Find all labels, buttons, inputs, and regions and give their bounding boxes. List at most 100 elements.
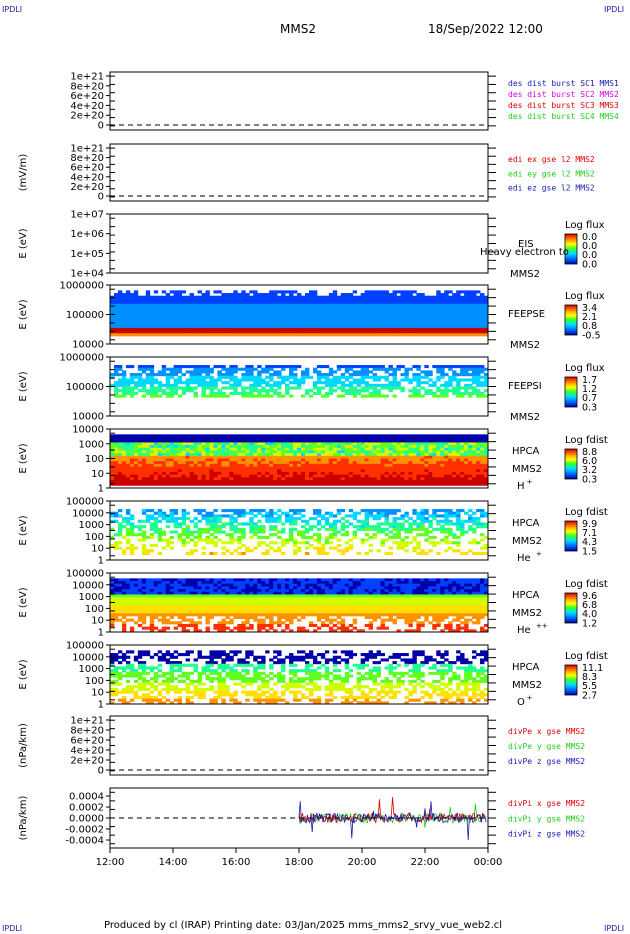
spectrogram-cell: [133, 479, 139, 484]
spectrogram-cell: [472, 370, 477, 374]
spectrogram-cell: [289, 325, 294, 329]
legend-entry: des dist burst SC4 MMS4: [508, 112, 619, 121]
spectrogram-cell: [428, 450, 433, 454]
spectrogram-cell: [133, 293, 139, 297]
spectrogram-cell: [324, 303, 330, 307]
spectrogram-cell: [416, 463, 421, 467]
spectrogram-cell: [261, 330, 266, 334]
spectrogram-cell: [332, 327, 338, 331]
spectrogram-cell: [249, 322, 254, 326]
spectrogram-cell: [129, 325, 135, 329]
spectrogram-cell: [213, 519, 218, 523]
spectrogram-cell: [468, 314, 473, 318]
spectrogram-cell: [125, 527, 131, 531]
spectrogram-cell: [308, 525, 314, 529]
spectrogram-cell: [293, 543, 298, 547]
spectrogram-cell: [356, 474, 362, 478]
spectrogram-cell: [161, 301, 167, 305]
spectrogram-cell: [293, 519, 298, 523]
spectrogram-cell: [476, 477, 481, 481]
spectrogram-cell: [312, 538, 318, 542]
spectrogram-cell: [125, 458, 131, 462]
spectrogram-cell: [181, 391, 186, 395]
spectrogram-cell: [320, 479, 326, 484]
spectrogram-cell: [456, 314, 461, 318]
spectrogram-cell: [157, 370, 163, 374]
spectrogram-cell: [412, 319, 417, 323]
spectrogram-cell: [480, 461, 485, 465]
spectrogram-cell: [285, 541, 290, 545]
spectrogram-cell: [396, 525, 401, 529]
spectrogram-cell: [297, 306, 302, 310]
spectrogram-cell: [440, 461, 445, 465]
spectrogram-cell: [229, 541, 234, 545]
spectrogram-cell: [161, 325, 167, 329]
spectrogram-cell: [229, 461, 234, 465]
spectrogram-cell: [364, 453, 370, 457]
spectrogram-cell: [289, 303, 294, 307]
spectrogram-cell: [241, 514, 246, 518]
spectrogram-cell: [384, 290, 389, 294]
spectrogram-cell: [372, 378, 377, 382]
spectrogram-cell: [181, 519, 186, 523]
spectrogram-cell: [436, 447, 441, 451]
spectrogram-cell: [428, 447, 433, 451]
spectrogram-cell: [308, 527, 314, 531]
spectrogram-cell: [308, 437, 314, 441]
spectrogram-cell: [352, 434, 358, 438]
spectrogram-cell: [396, 298, 401, 302]
spectrogram-cell: [464, 309, 469, 313]
spectrogram-cell: [157, 311, 163, 315]
spectrogram-cell: [332, 535, 338, 539]
spectrogram-cell: [368, 365, 374, 369]
spectrogram-cell: [332, 333, 338, 337]
spectrogram-cell: [356, 442, 362, 446]
spectrogram-cell: [129, 314, 135, 318]
spectrogram-cell: [424, 463, 429, 467]
spectrogram-cell: [476, 319, 481, 323]
spectrogram-cell: [348, 298, 354, 302]
spectrogram-cell: [297, 541, 302, 545]
spectrogram-cell: [229, 471, 234, 475]
spectrogram-cell: [265, 466, 270, 470]
spectrogram-cell: [396, 541, 401, 545]
spectrogram-cell: [484, 434, 489, 438]
spectrogram-cell: [316, 538, 322, 542]
spectrogram-cell: [436, 290, 441, 294]
spectrogram-cell: [368, 466, 374, 470]
spectrogram-cell: [277, 447, 282, 451]
spectrogram-cell: [269, 509, 274, 513]
spectrogram-cell: [388, 309, 393, 313]
spectrogram-cell: [229, 447, 234, 451]
spectrogram-cell: [169, 386, 175, 390]
spectrogram-cell: [368, 311, 374, 315]
spectrogram-cell: [352, 391, 358, 395]
spectrogram-cell: [209, 551, 214, 556]
spectrogram-cell: [336, 330, 342, 334]
spectrogram-cell: [225, 450, 230, 454]
spectrogram-cell: [293, 322, 298, 326]
spectrogram-cell: [316, 471, 322, 475]
spectrogram-cell: [293, 314, 298, 318]
spectrogram-cell: [289, 482, 294, 486]
spectrogram-cell: [297, 463, 302, 467]
spectrogram-cell: [189, 327, 194, 331]
spectrogram-cell: [324, 319, 330, 323]
spectrogram-cell: [312, 442, 318, 446]
spectrogram-cell: [197, 322, 202, 326]
spectrogram-cell: [285, 378, 290, 382]
spectrogram-cell: [328, 325, 334, 329]
spectrogram-cell: [229, 295, 234, 299]
spectrogram-cell: [249, 461, 254, 465]
spectrogram-cell: [221, 322, 226, 326]
spectrogram-cell: [185, 458, 190, 462]
spectrogram-cell: [320, 333, 326, 337]
spectrogram-cell: [356, 298, 362, 302]
spectrogram-cell: [281, 471, 286, 475]
spectrogram-cell: [372, 474, 377, 478]
spectrogram-cell: [400, 306, 405, 310]
spectrogram-cell: [356, 378, 362, 382]
spectrogram-cell: [285, 450, 290, 454]
spectrogram-cell: [137, 533, 143, 537]
spectrogram-cell: [277, 301, 282, 305]
